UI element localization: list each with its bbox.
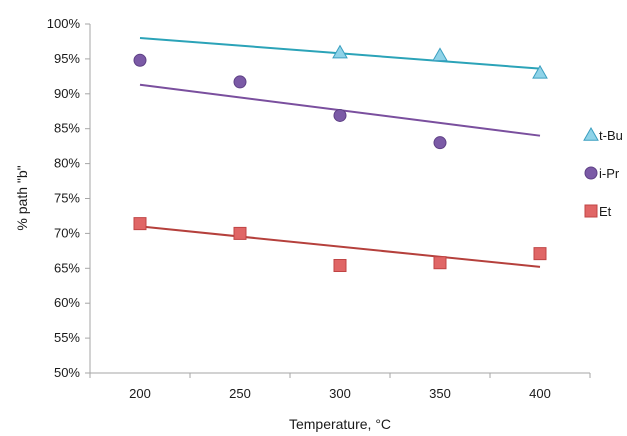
legend-marker-i-pr <box>584 166 598 180</box>
x-tick-label: 300 <box>329 386 351 401</box>
data-point-et <box>333 259 347 273</box>
x-axis-ticks: 200 250 300 350 400 <box>89 373 591 401</box>
y-tick-label: 50% <box>54 365 80 380</box>
x-tick-label: 200 <box>129 386 151 401</box>
legend-label-t-bu: t-Bu <box>599 128 623 143</box>
y-tick-label: 60% <box>54 295 80 310</box>
legend-label-i-pr: i-Pr <box>599 166 620 181</box>
y-axis-title: % path "b" <box>14 165 30 230</box>
y-tick-label: 75% <box>54 191 80 206</box>
y-tick-label: 95% <box>54 51 80 66</box>
y-tick-label: 80% <box>54 156 80 171</box>
y-tick-label: 70% <box>54 225 80 240</box>
y-tick-label: 55% <box>54 330 80 345</box>
x-tick-label: 250 <box>229 386 251 401</box>
data-point-i-pr <box>233 75 247 89</box>
data-point-et <box>433 256 447 270</box>
y-axis-ticks: 50% 55% 60% 65% 70% 75% 80% 85% 90% 95% 100% <box>47 16 90 380</box>
legend-marker-et <box>584 204 598 218</box>
y-tick-label: 85% <box>54 121 80 136</box>
data-point-t-bu <box>432 47 448 62</box>
legend-marker-t-bu <box>583 126 599 141</box>
data-point-t-bu <box>332 44 348 59</box>
data-point-t-bu <box>532 64 548 79</box>
trendlines <box>139 36 541 268</box>
data-point-i-pr <box>333 108 347 122</box>
data-point-et <box>533 247 547 261</box>
data-point-i-pr <box>133 53 147 67</box>
legend: t-Bu i-Pr Et <box>583 126 623 219</box>
axes <box>89 24 590 374</box>
data-point-et <box>133 217 147 231</box>
data-point-et <box>233 226 247 240</box>
y-tick-label: 90% <box>54 86 80 101</box>
trendline-et <box>139 225 541 268</box>
x-tick-label: 400 <box>529 386 551 401</box>
y-tick-label: 100% <box>47 16 81 31</box>
data-point-i-pr <box>433 136 447 150</box>
x-tick-label: 350 <box>429 386 451 401</box>
data-points <box>133 44 548 273</box>
legend-label-et: Et <box>599 204 612 219</box>
y-tick-label: 65% <box>54 260 80 275</box>
x-axis-title: Temperature, °C <box>289 416 391 432</box>
